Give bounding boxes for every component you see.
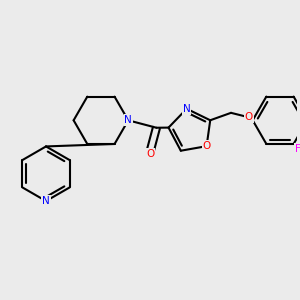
Text: N: N (124, 115, 132, 125)
Text: O: O (245, 112, 253, 122)
Text: F: F (295, 144, 300, 154)
Text: O: O (202, 141, 211, 151)
Text: N: N (42, 196, 50, 206)
Text: N: N (183, 104, 190, 114)
Text: O: O (146, 148, 154, 159)
